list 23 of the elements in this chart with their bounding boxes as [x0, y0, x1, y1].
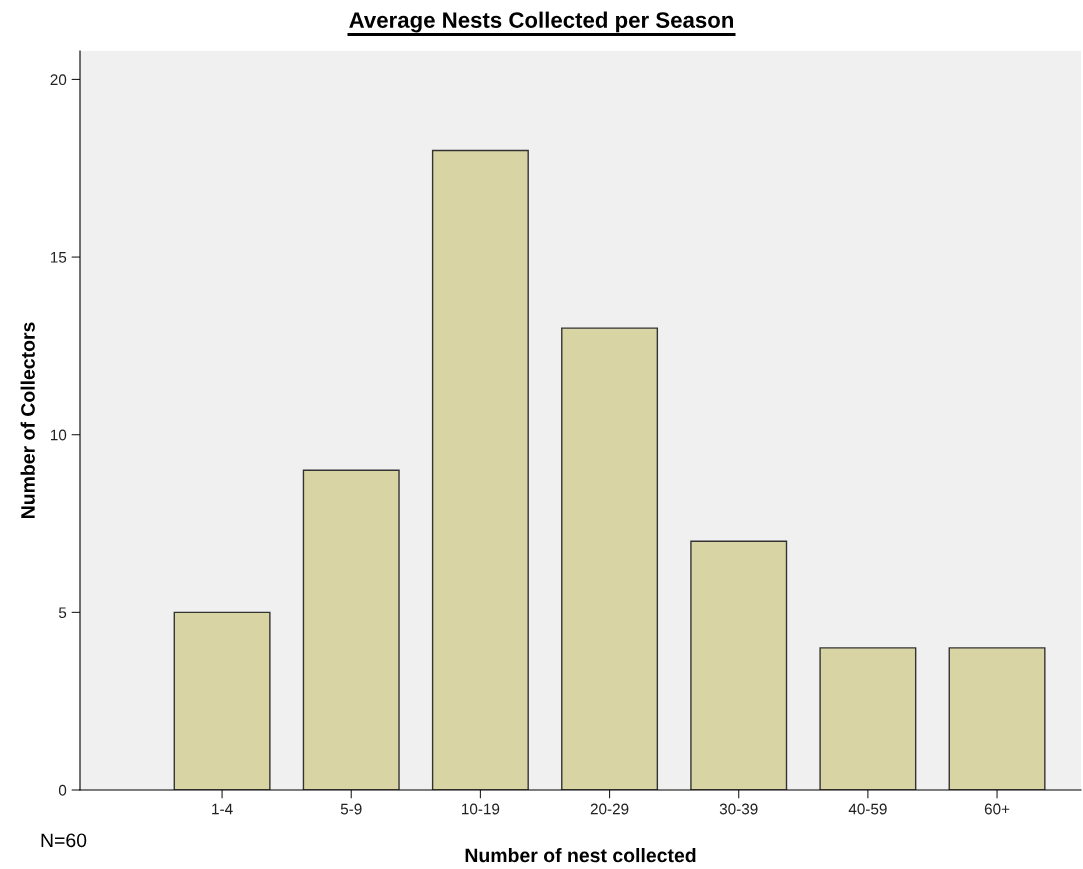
y-axis-title: Number of Collectors: [20, 322, 35, 519]
y-tick-label: 0: [58, 784, 67, 796]
bar: [561, 327, 659, 790]
x-tick-label: 60+: [984, 803, 1010, 815]
bar: [819, 647, 917, 790]
bar: [302, 469, 400, 790]
bar: [690, 540, 788, 790]
x-axis-title: Number of nest collected: [465, 847, 696, 863]
x-tick-label: 5-9: [340, 803, 362, 815]
x-tick-label: 10-19: [462, 803, 500, 815]
x-tick-label: 40-59: [848, 803, 887, 815]
text: N=60: [41, 833, 87, 848]
y-tick-label: 10: [50, 429, 67, 441]
x-tick-label: 20-29: [590, 803, 629, 815]
chart-title: Average Nests Collected per Season: [349, 11, 734, 33]
x-tick-label: 1-4: [212, 803, 233, 815]
y-tick-label: 5: [58, 607, 67, 619]
bar: [948, 647, 1046, 790]
y-tick-label: 20: [50, 74, 67, 86]
bar: [431, 149, 529, 790]
bar: [173, 611, 271, 790]
x-tick-label: 30-39: [719, 803, 758, 815]
y-tick-label: 15: [50, 252, 67, 263]
